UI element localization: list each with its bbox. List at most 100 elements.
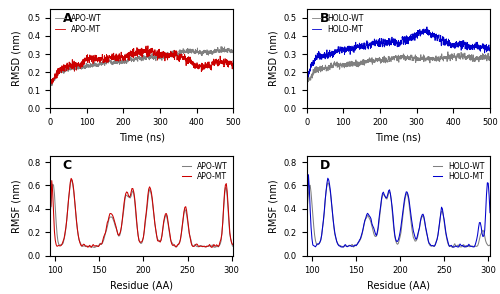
Line: HOLO-WT: HOLO-WT bbox=[306, 52, 490, 82]
HOLO-WT bbox=[435, 233, 441, 236]
Y-axis label: RMSD (nm): RMSD (nm) bbox=[268, 31, 278, 86]
HOLO-MT bbox=[434, 238, 440, 241]
HOLO-MT bbox=[430, 244, 436, 247]
Y-axis label: RMSF (nm): RMSF (nm) bbox=[268, 179, 278, 233]
Legend: HOLO-WT, HOLO-MT: HOLO-WT, HOLO-MT bbox=[432, 160, 486, 183]
X-axis label: Residue (AA): Residue (AA) bbox=[367, 280, 430, 290]
HOLO-WT bbox=[448, 56, 454, 60]
APO-MT bbox=[230, 61, 236, 65]
APO-MT bbox=[136, 50, 142, 54]
Y-axis label: RMSD (nm): RMSD (nm) bbox=[12, 31, 22, 86]
HOLO-MT bbox=[304, 75, 310, 78]
Legend: HOLO-WT, HOLO-MT: HOLO-WT, HOLO-MT bbox=[310, 13, 365, 35]
HOLO-MT bbox=[342, 243, 348, 246]
APO-WT bbox=[48, 85, 54, 88]
HOLO-WT bbox=[313, 65, 319, 68]
APO-MT bbox=[145, 44, 151, 48]
HOLO-MT bbox=[393, 42, 399, 45]
APO-WT bbox=[52, 206, 59, 209]
Line: APO-MT: APO-MT bbox=[50, 176, 234, 247]
HOLO-WT bbox=[482, 56, 488, 60]
Text: B: B bbox=[320, 12, 329, 25]
HOLO-MT bbox=[369, 222, 375, 225]
HOLO-WT bbox=[482, 58, 488, 61]
APO-WT bbox=[192, 50, 198, 54]
APO-WT bbox=[68, 178, 74, 182]
APO-WT bbox=[179, 225, 185, 229]
Line: HOLO-WT: HOLO-WT bbox=[306, 183, 490, 248]
HOLO-WT bbox=[487, 57, 493, 60]
APO-MT bbox=[174, 244, 180, 248]
APO-MT bbox=[197, 244, 203, 248]
APO-WT bbox=[132, 59, 138, 63]
HOLO-WT bbox=[309, 202, 315, 205]
HOLO-MT bbox=[448, 44, 454, 47]
Text: C: C bbox=[63, 159, 72, 172]
Text: D: D bbox=[320, 159, 330, 172]
APO-WT bbox=[47, 82, 53, 86]
APO-MT bbox=[192, 66, 198, 69]
APO-WT bbox=[136, 56, 142, 59]
Line: APO-WT: APO-WT bbox=[50, 180, 234, 248]
HOLO-MT bbox=[487, 49, 493, 53]
HOLO-WT bbox=[388, 60, 394, 64]
HOLO-MT bbox=[456, 245, 462, 249]
APO-WT bbox=[114, 229, 120, 232]
APO-WT bbox=[198, 244, 203, 247]
HOLO-WT bbox=[305, 80, 311, 83]
APO-MT bbox=[47, 80, 53, 83]
APO-WT bbox=[230, 245, 236, 248]
HOLO-MT bbox=[424, 25, 430, 29]
APO-WT bbox=[225, 48, 231, 52]
HOLO-MT bbox=[482, 49, 488, 52]
APO-WT bbox=[218, 45, 224, 48]
Line: HOLO-MT: HOLO-MT bbox=[306, 167, 490, 247]
APO-MT bbox=[47, 174, 53, 178]
X-axis label: Residue (AA): Residue (AA) bbox=[110, 280, 173, 290]
HOLO-WT bbox=[304, 78, 310, 82]
HOLO-WT bbox=[445, 50, 451, 54]
HOLO-WT bbox=[304, 207, 310, 211]
APO-MT bbox=[225, 64, 231, 67]
Legend: APO-WT, APO-MT: APO-WT, APO-MT bbox=[54, 13, 103, 35]
APO-WT bbox=[47, 212, 53, 216]
APO-MT bbox=[85, 245, 91, 249]
HOLO-WT bbox=[430, 245, 436, 248]
HOLO-MT bbox=[304, 165, 310, 168]
HOLO-WT bbox=[487, 243, 493, 247]
HOLO-MT bbox=[304, 77, 310, 80]
HOLO-MT bbox=[309, 237, 315, 240]
Text: A: A bbox=[63, 12, 72, 25]
APO-MT bbox=[52, 239, 59, 242]
APO-WT bbox=[86, 245, 92, 248]
Line: APO-MT: APO-MT bbox=[50, 46, 234, 85]
APO-MT bbox=[225, 65, 231, 68]
APO-WT bbox=[230, 49, 236, 52]
Y-axis label: RMSF (nm): RMSF (nm) bbox=[12, 179, 22, 233]
APO-MT bbox=[113, 225, 119, 229]
APO-MT bbox=[132, 53, 138, 56]
Line: APO-WT: APO-WT bbox=[50, 46, 234, 87]
Legend: APO-WT, APO-MT: APO-WT, APO-MT bbox=[180, 160, 230, 183]
HOLO-WT bbox=[370, 228, 376, 231]
APO-WT bbox=[175, 243, 181, 247]
APO-MT bbox=[230, 243, 236, 246]
HOLO-WT bbox=[393, 55, 399, 59]
HOLO-MT bbox=[482, 49, 488, 52]
APO-MT bbox=[56, 69, 62, 72]
HOLO-MT bbox=[388, 39, 394, 43]
Line: HOLO-MT: HOLO-MT bbox=[306, 27, 490, 78]
APO-WT bbox=[91, 246, 97, 249]
HOLO-MT bbox=[487, 211, 493, 214]
HOLO-WT bbox=[325, 181, 331, 185]
APO-MT bbox=[48, 83, 54, 86]
X-axis label: Time (ns): Time (ns) bbox=[376, 133, 422, 143]
APO-WT bbox=[225, 47, 231, 51]
X-axis label: Time (ns): Time (ns) bbox=[118, 133, 164, 143]
HOLO-WT bbox=[450, 246, 456, 249]
HOLO-WT bbox=[344, 245, 349, 248]
APO-WT bbox=[56, 69, 62, 72]
APO-MT bbox=[178, 232, 184, 235]
HOLO-MT bbox=[452, 244, 458, 248]
APO-MT bbox=[86, 243, 92, 247]
